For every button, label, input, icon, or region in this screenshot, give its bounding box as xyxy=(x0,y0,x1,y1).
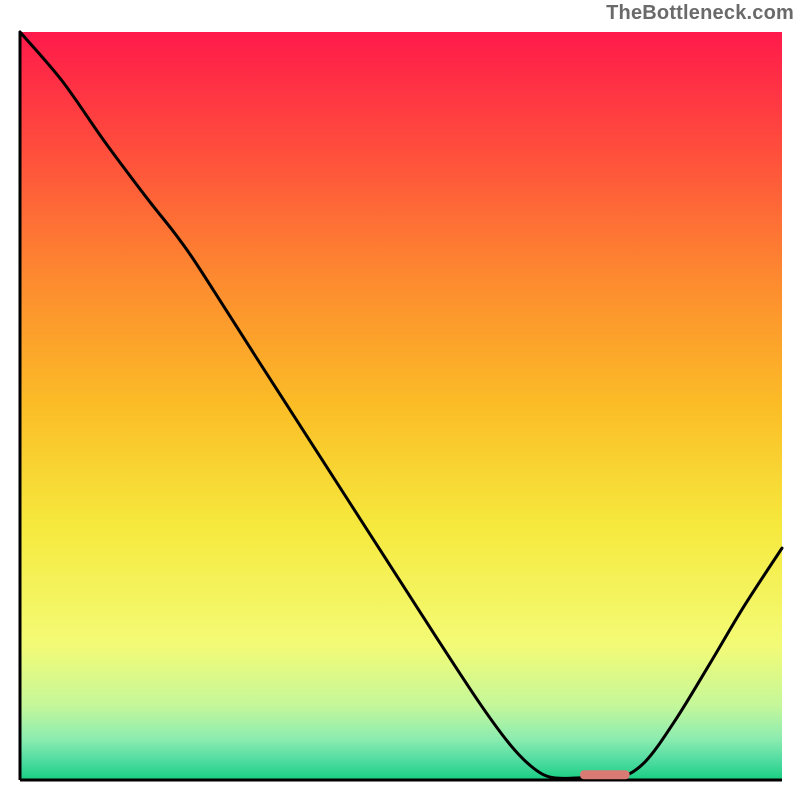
chart-background xyxy=(20,32,782,780)
chart-svg xyxy=(0,0,800,800)
optimal-marker xyxy=(580,770,630,779)
chart-container: TheBottleneck.com xyxy=(0,0,800,800)
